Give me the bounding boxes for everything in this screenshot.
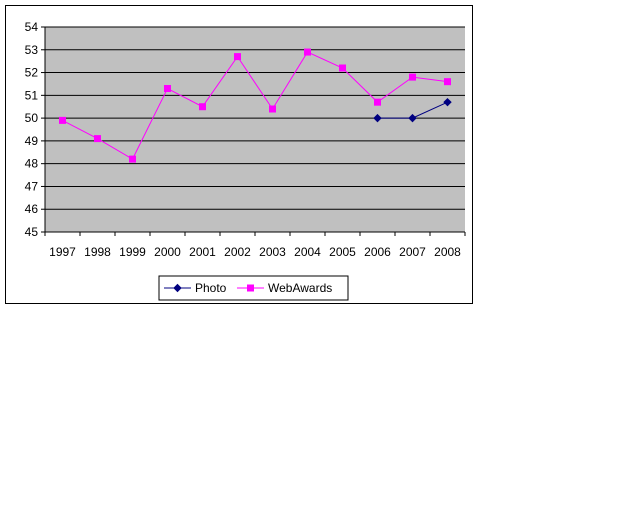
plot-area [45,27,465,232]
y-tick-label: 52 [25,66,39,80]
y-tick-label: 50 [25,111,39,125]
series-photo [373,97,452,123]
webawards-point [339,64,346,72]
x-tick-label: 2008 [434,245,461,259]
photo-point [373,113,382,123]
x-tick-label: 2006 [364,245,391,259]
y-tick-label: 48 [25,157,39,171]
photo-point [408,113,417,123]
webawards-line [62,51,448,160]
series-webawards [59,48,451,163]
x-tick-label: 1998 [84,245,111,259]
x-tick-label: 2007 [399,245,426,259]
x-tick-label: 2004 [294,245,321,259]
legend-webawards-label: WebAwards [268,281,332,295]
legend-webawards-marker [247,284,254,292]
legend-photo-marker [173,283,182,293]
x-tick-label: 2005 [329,245,356,259]
axes: 45 46 47 48 49 50 51 52 53 54 1997 1998 1999 2000 2001… [25,20,466,259]
webawards-point [164,85,171,92]
webawards-point [304,48,311,56]
x-tick-label: 1997 [49,245,76,259]
y-tick-label: 45 [25,225,39,239]
y-tick-label: 51 [25,88,39,102]
webawards-point [374,98,381,106]
gridlines [45,26,465,210]
webawards-point [59,116,66,124]
photo-point [443,97,452,107]
webawards-point [269,105,276,113]
webawards-point [444,78,451,86]
x-tick-label: 1999 [119,245,146,259]
webawards-point [129,155,136,163]
legend-photo-label: Photo [195,281,227,295]
y-tick-label: 53 [25,43,39,57]
x-tick-label: 2003 [259,245,286,259]
x-tick-label: 2000 [154,245,181,259]
webawards-point [234,53,241,61]
webawards-point [94,135,101,143]
y-tick-label: 54 [25,20,39,34]
series-layer [59,48,452,163]
webawards-point [199,103,206,111]
x-tick-label: 2001 [189,245,216,259]
x-tick-label: 2002 [224,245,251,259]
legend: Photo WebAwards [158,275,349,301]
y-tick-label: 47 [25,179,39,193]
y-tick-label: 46 [25,202,39,216]
y-tick-label: 49 [25,134,39,148]
webawards-point [409,73,416,81]
